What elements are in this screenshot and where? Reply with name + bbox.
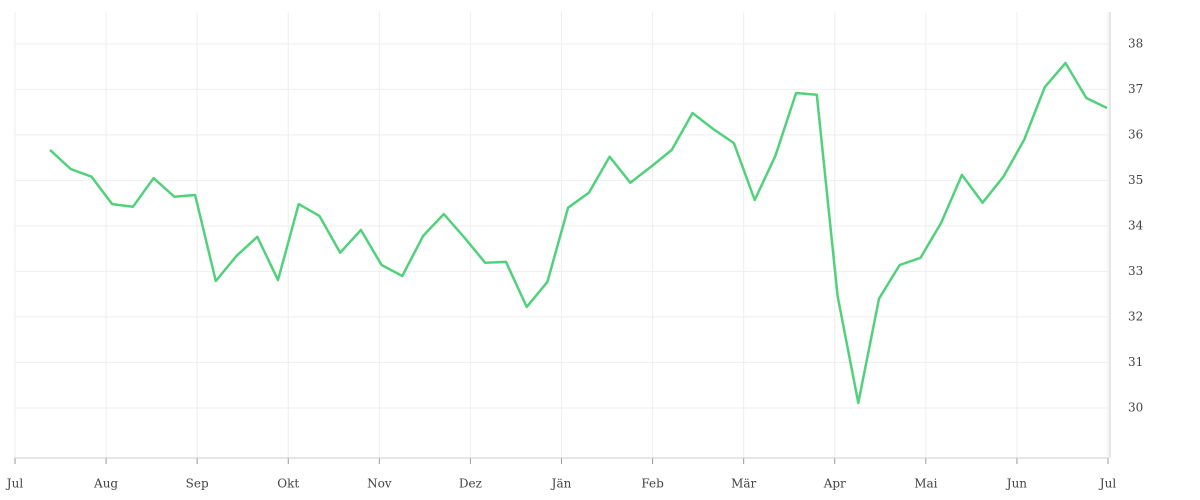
- y-tick-label: 31: [1128, 355, 1143, 369]
- x-tick-label: Apr: [823, 477, 846, 491]
- x-tick-label: Jun: [1005, 477, 1028, 491]
- x-tick-label: Aug: [93, 477, 118, 491]
- x-tick-label: Jän: [550, 477, 572, 491]
- x-tick-label: Dez: [459, 477, 482, 491]
- x-tick-label: Feb: [641, 477, 664, 491]
- y-tick-label: 33: [1128, 264, 1143, 278]
- line-series: [49, 61, 1108, 405]
- y-tick-label: 38: [1128, 36, 1143, 50]
- x-tick-label: Okt: [277, 477, 299, 491]
- x-tick-label: Nov: [367, 477, 392, 491]
- x-tick-label: Jul: [1098, 477, 1117, 491]
- y-tick-label: 32: [1128, 309, 1143, 323]
- y-tick-label: 30: [1128, 400, 1143, 414]
- y-tick-label: 35: [1128, 173, 1143, 187]
- x-tick-label: Mär: [731, 477, 756, 491]
- x-tick-label: Sep: [186, 477, 209, 491]
- x-tick-label: Mai: [914, 477, 937, 491]
- y-tick-label: 37: [1128, 82, 1143, 96]
- x-tick-label: Jul: [5, 477, 24, 491]
- y-tick-label: 34: [1128, 218, 1144, 232]
- y-tick-label: 36: [1128, 127, 1143, 141]
